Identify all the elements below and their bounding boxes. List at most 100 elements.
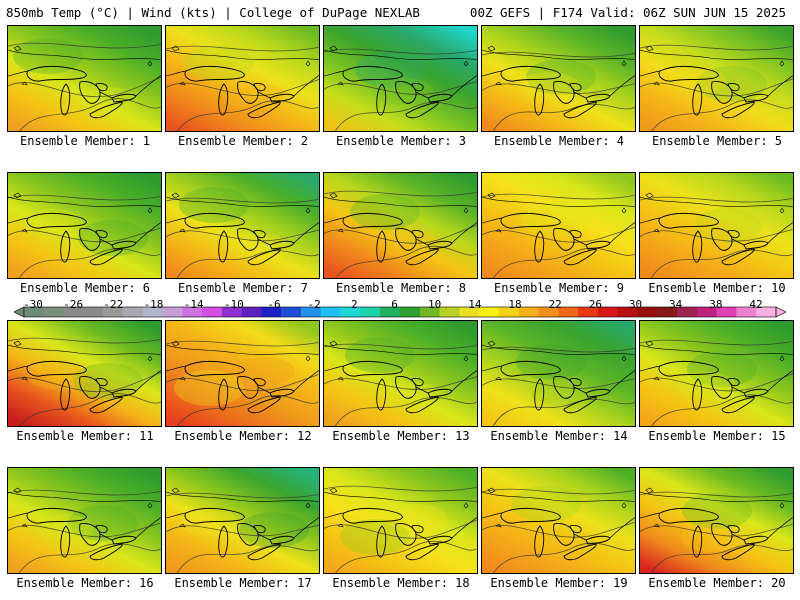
ensemble-map-panel[interactable] [639, 320, 794, 427]
great-lakes-outline [324, 45, 477, 119]
ensemble-map-panel[interactable] [7, 25, 162, 132]
temperature-field [324, 321, 477, 426]
colorbar-tick-label: 30 [628, 298, 643, 311]
ensemble-map-panel[interactable] [323, 25, 478, 132]
great-lakes-outline [324, 192, 477, 266]
temperature-colorbar [14, 306, 786, 318]
colorbar-segment [756, 307, 777, 317]
colorbar-segment [221, 307, 242, 317]
height-contours [324, 485, 477, 573]
ensemble-member-label: Ensemble Member: 15 [648, 429, 786, 443]
colorbar-segment [261, 307, 282, 317]
height-contours [166, 197, 319, 278]
height-contours [640, 44, 793, 131]
temperature-field [324, 468, 477, 573]
height-contours [8, 194, 161, 278]
ensemble-map-panel[interactable] [481, 172, 636, 279]
ensemble-map-panel[interactable] [7, 172, 162, 279]
colorbar-tick-label: -18 [143, 298, 164, 311]
colorbar-segment [518, 307, 539, 317]
ensemble-map-panel[interactable] [481, 320, 636, 427]
colorbar-tick-label: -22 [103, 298, 124, 311]
temperature-field [166, 26, 319, 131]
ensemble-map-panel[interactable] [165, 172, 320, 279]
header-run-info: 00Z GEFS | F174 Valid: 06Z SUN JUN 15 20… [469, 5, 786, 20]
temperature-field [640, 26, 793, 131]
ensemble-member-label: Ensemble Member: 14 [490, 429, 628, 443]
colorbar-segment [320, 307, 341, 317]
colorbar-tick-label: 2 [351, 298, 358, 311]
colorbar-segment [736, 307, 757, 317]
temperature-field [324, 26, 477, 131]
height-contours [482, 488, 635, 573]
ensemble-map-panel[interactable] [481, 25, 636, 132]
height-contours [8, 489, 161, 573]
ensemble-member-label: Ensemble Member: 11 [16, 429, 154, 443]
great-lakes-outline [324, 487, 477, 561]
colorbar-segment [498, 307, 520, 317]
ensemble-map-panel[interactable] [165, 320, 320, 427]
great-lakes-outline [640, 487, 793, 561]
ensemble-map-panel[interactable] [639, 172, 794, 279]
ensemble-map-panel[interactable] [7, 467, 162, 574]
colorbar-segment [103, 307, 124, 317]
colorbar-segment [558, 307, 579, 317]
ensemble-map-panel[interactable] [639, 25, 794, 132]
ensemble-map-panel[interactable] [323, 172, 478, 279]
colorbar-segment [340, 307, 361, 317]
colorbar-segment [617, 307, 638, 317]
colorbar-tick-label: 6 [391, 298, 398, 311]
ensemble-map-panel[interactable] [165, 25, 320, 132]
colorbar-tick-label: 42 [749, 298, 763, 311]
ensemble-member-label: Ensemble Member: 16 [16, 576, 154, 590]
ensemble-map-panel[interactable] [481, 467, 636, 574]
temperature-field [166, 468, 319, 573]
ensemble-map-panel[interactable] [639, 467, 794, 574]
colorbar-segment [182, 307, 203, 317]
great-lakes-outline [482, 192, 635, 266]
colorbar-segment [578, 307, 599, 317]
colorbar-segment [241, 307, 262, 317]
colorbar-segment [43, 307, 64, 317]
colorbar-segment [63, 307, 84, 317]
ensemble-map-panel[interactable] [323, 467, 478, 574]
temperature-field [8, 468, 161, 573]
temperature-field [640, 468, 793, 573]
colorbar-segment [122, 307, 144, 317]
height-contours [166, 340, 319, 426]
ensemble-member-label: Ensemble Member: 17 [174, 576, 312, 590]
ensemble-member-label: Ensemble Member: 6 [19, 281, 151, 295]
ensemble-map-panel[interactable] [323, 320, 478, 427]
temperature-field [482, 321, 635, 426]
ensemble-member-label: Ensemble Member: 19 [490, 576, 628, 590]
great-lakes-outline [324, 340, 477, 414]
colorbar-segment [301, 307, 322, 317]
great-lakes-outline [640, 192, 793, 266]
ensemble-map-panel[interactable] [165, 467, 320, 574]
colorbar-segment [202, 307, 223, 317]
great-lakes-outline [640, 340, 793, 414]
height-contours [166, 45, 319, 131]
height-contours [8, 337, 161, 426]
colorbar-tick-label: -2 [307, 298, 321, 311]
colorbar-tick-label: -10 [223, 298, 244, 311]
colorbar-tick-label: 38 [709, 298, 723, 311]
colorbar-segment [637, 307, 658, 317]
ensemble-member-label: Ensemble Member: 7 [177, 281, 309, 295]
colorbar-tick-label: -26 [63, 298, 84, 311]
height-contours [640, 491, 793, 573]
great-lakes-outline [8, 487, 161, 561]
ensemble-member-label: Ensemble Member: 13 [332, 429, 470, 443]
ensemble-map-panel[interactable] [7, 320, 162, 427]
great-lakes-outline [166, 340, 319, 414]
ensemble-member-label: Ensemble Member: 5 [651, 134, 783, 148]
colorbar-segment [419, 307, 440, 317]
great-lakes-outline [166, 192, 319, 266]
height-contours [640, 196, 793, 278]
height-contours [324, 48, 477, 131]
colorbar-segment [538, 307, 559, 317]
colorbar-segment [597, 307, 618, 317]
height-contours [324, 343, 477, 426]
colorbar-tick-label: 22 [548, 298, 562, 311]
colorbar-tick-label: 14 [468, 298, 482, 311]
